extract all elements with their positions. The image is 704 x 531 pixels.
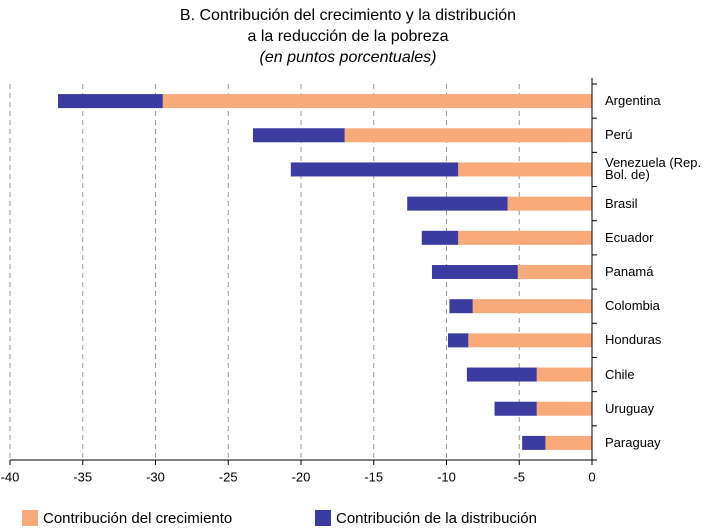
x-tick-label: -20 — [292, 469, 311, 484]
legend-label: Contribución de la distribución — [336, 510, 537, 527]
y-tick-label: Colombia — [605, 298, 660, 314]
bar — [468, 333, 592, 348]
y-tick-label: Uruguay — [605, 400, 655, 416]
y-tick-label: Ecuador — [605, 229, 654, 245]
x-tick-label: -25 — [219, 469, 238, 484]
bar — [472, 299, 592, 314]
bar — [507, 196, 592, 211]
bar — [58, 94, 163, 109]
bar — [447, 333, 469, 348]
x-tick-label: -30 — [146, 469, 165, 484]
bar — [458, 162, 592, 177]
bar — [545, 435, 592, 450]
legend-swatch — [315, 510, 331, 526]
y-tick-label: Honduras — [605, 332, 662, 348]
bar — [458, 230, 592, 245]
bar — [536, 367, 592, 382]
bar — [536, 401, 592, 416]
chart-title: B. Contribución del crecimiento y la dis… — [180, 7, 516, 24]
y-tick-label: Argentina — [605, 93, 661, 109]
bar — [290, 162, 459, 177]
chart-subtitle: (en puntos porcentuales) — [260, 49, 437, 66]
y-tick-label: Panamá — [605, 264, 654, 279]
x-tick-label: -15 — [364, 469, 383, 484]
bar — [162, 94, 592, 109]
chart-title: a la reducción de la pobreza — [247, 28, 448, 45]
bar — [449, 299, 473, 314]
x-tick-label: 0 — [588, 469, 595, 484]
bar — [466, 367, 537, 382]
bar — [344, 128, 592, 143]
legend-label: Contribución del crecimiento — [43, 510, 232, 527]
legend-swatch — [22, 510, 38, 526]
y-tick-label: Paraguay — [605, 434, 661, 450]
y-tick-label: Chile — [605, 366, 635, 382]
x-tick-label: -35 — [73, 469, 92, 484]
bar — [522, 435, 546, 450]
x-tick-label: -5 — [513, 469, 525, 484]
bar — [252, 128, 345, 143]
bar — [517, 265, 592, 279]
bar — [407, 196, 508, 211]
y-tick-label: Venezuela (Rep. Bol. de) — [605, 155, 702, 183]
y-tick-label: Perú — [605, 127, 633, 143]
bar — [421, 230, 459, 245]
bar — [494, 401, 537, 416]
y-tick-label: Brasil — [605, 195, 638, 211]
x-tick-label: -40 — [1, 469, 20, 484]
x-tick-label: -10 — [437, 469, 456, 484]
bar — [431, 265, 518, 279]
